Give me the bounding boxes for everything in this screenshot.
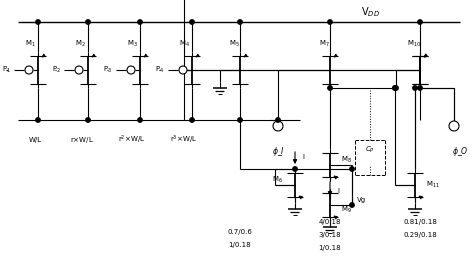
Circle shape xyxy=(449,121,459,131)
Text: I: I xyxy=(337,188,339,194)
Text: V$_{DD}$: V$_{DD}$ xyxy=(361,5,380,19)
Text: r$^2$$\times$W/L: r$^2$$\times$W/L xyxy=(118,134,146,146)
Circle shape xyxy=(328,86,332,90)
Circle shape xyxy=(418,86,422,90)
Text: M$_{11}$: M$_{11}$ xyxy=(426,180,440,190)
Text: M$_1$: M$_1$ xyxy=(25,39,36,49)
Text: $C_P$: $C_P$ xyxy=(365,144,375,154)
Circle shape xyxy=(393,86,397,90)
Text: $\phi\_I$: $\phi\_I$ xyxy=(272,146,284,159)
Circle shape xyxy=(86,20,90,24)
Text: 1/0.18: 1/0.18 xyxy=(319,245,341,251)
Text: 0.81/0.18: 0.81/0.18 xyxy=(403,219,437,225)
Text: M$_9$: M$_9$ xyxy=(341,205,351,215)
Text: M$_3$: M$_3$ xyxy=(127,39,137,49)
Text: $\phi\_O$: $\phi\_O$ xyxy=(452,146,468,159)
Text: 3/0.18: 3/0.18 xyxy=(319,232,341,238)
Circle shape xyxy=(138,118,142,122)
Circle shape xyxy=(36,118,40,122)
Circle shape xyxy=(293,167,297,171)
Text: W/L: W/L xyxy=(28,137,42,143)
Circle shape xyxy=(238,118,242,122)
Text: M$_6$: M$_6$ xyxy=(272,175,283,185)
Circle shape xyxy=(190,20,194,24)
Text: r$\times$W/L: r$\times$W/L xyxy=(70,135,94,145)
Circle shape xyxy=(138,20,142,24)
Circle shape xyxy=(238,20,242,24)
Circle shape xyxy=(393,86,397,90)
Text: M$_5$: M$_5$ xyxy=(228,39,239,49)
Circle shape xyxy=(25,66,33,74)
Text: P$_3$: P$_3$ xyxy=(103,65,112,75)
Circle shape xyxy=(418,20,422,24)
Text: M$_8$: M$_8$ xyxy=(340,155,352,165)
Text: 0.7/0.6: 0.7/0.6 xyxy=(228,229,253,235)
Circle shape xyxy=(276,118,280,122)
Circle shape xyxy=(36,20,40,24)
Circle shape xyxy=(75,66,83,74)
Circle shape xyxy=(350,167,354,171)
Circle shape xyxy=(394,86,398,90)
Circle shape xyxy=(350,203,354,207)
Text: M$_2$: M$_2$ xyxy=(74,39,85,49)
Circle shape xyxy=(179,66,187,74)
Circle shape xyxy=(190,118,194,122)
Circle shape xyxy=(86,118,90,122)
Text: P$_1$: P$_1$ xyxy=(1,65,10,75)
Circle shape xyxy=(328,20,332,24)
Text: P$_2$: P$_2$ xyxy=(52,65,61,75)
Text: M$_7$: M$_7$ xyxy=(319,39,329,49)
Text: r$^3$$\times$W/L: r$^3$$\times$W/L xyxy=(171,134,198,146)
Text: Vg: Vg xyxy=(357,197,366,203)
Text: M$_{10}$: M$_{10}$ xyxy=(407,39,421,49)
Text: P$_4$: P$_4$ xyxy=(155,65,164,75)
Circle shape xyxy=(413,86,417,90)
Text: M$_4$: M$_4$ xyxy=(179,39,190,49)
Circle shape xyxy=(127,66,135,74)
Text: 1/0.18: 1/0.18 xyxy=(228,242,251,248)
Circle shape xyxy=(273,121,283,131)
Text: I: I xyxy=(302,154,304,160)
Text: 4/0.18: 4/0.18 xyxy=(319,219,341,225)
Text: 0.29/0.18: 0.29/0.18 xyxy=(403,232,437,238)
